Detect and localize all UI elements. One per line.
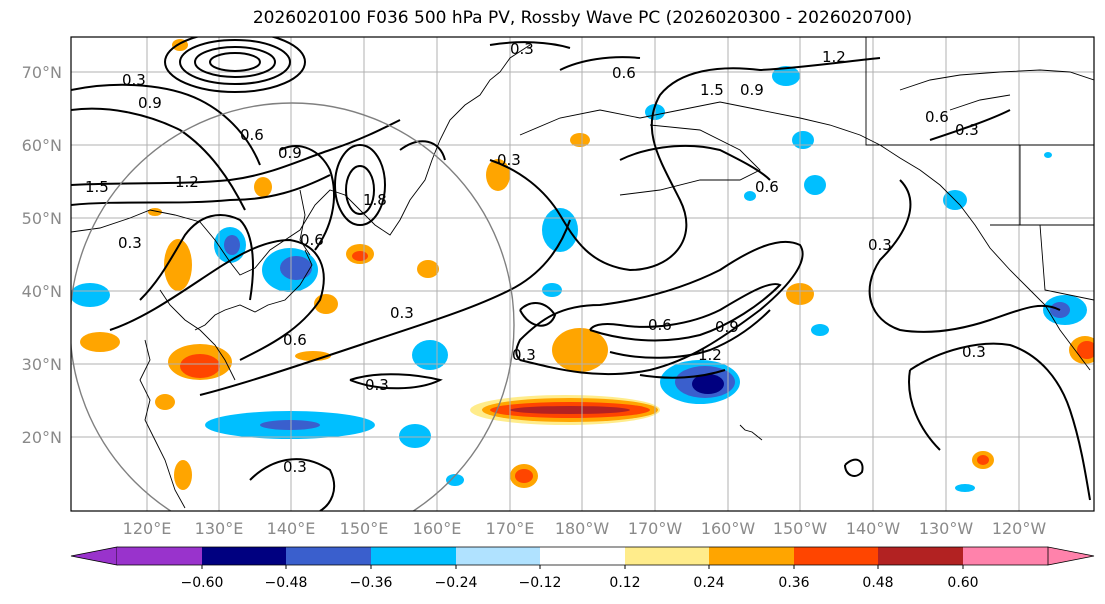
reference-circle: [71, 102, 515, 511]
contour-label: 0.9: [138, 94, 162, 112]
lon-label: 130°W: [919, 519, 974, 538]
lat-label: 50°N: [22, 209, 62, 228]
graticule: [71, 37, 1094, 511]
colorbar-tick-label: 0.36: [778, 575, 809, 591]
colorbar-tick-label: −0.12: [519, 575, 562, 591]
lon-label: 130°E: [195, 519, 244, 538]
lat-label: 60°N: [22, 136, 62, 155]
contour-label: 0.3: [283, 458, 307, 476]
contour-label: 0.3: [512, 346, 536, 364]
colorbar-segment: [963, 547, 1048, 565]
colorbar-segment: [70, 546, 118, 566]
lon-label: 160°W: [701, 519, 756, 538]
contour-label: 0.9: [715, 318, 739, 336]
contour-label: 0.3: [390, 304, 414, 322]
contour-label: 1.2: [822, 48, 846, 66]
contour-label: 0.6: [240, 126, 264, 144]
contour-label: 0.6: [755, 178, 779, 196]
lon-label: 180°W: [555, 519, 610, 538]
positive-anomaly-shading: [80, 39, 1094, 490]
colorbar-segment: [286, 547, 371, 565]
colorbar-segment: [794, 547, 878, 565]
contour-label: 0.6: [300, 231, 324, 249]
lat-label: 20°N: [22, 428, 62, 447]
contour-label: 1.2: [698, 346, 722, 364]
coastlines: [71, 37, 1094, 509]
contour-label: 0.9: [740, 81, 764, 99]
colorbar-segment: [456, 547, 540, 565]
contour-label: 0.6: [648, 316, 672, 334]
lat-label: 40°N: [22, 282, 62, 301]
map-title: 2026020100 F036 500 hPa PV, Rossby Wave …: [252, 8, 913, 28]
colorbar-segment: [878, 547, 963, 565]
contour-label: 0.3: [510, 40, 534, 58]
colorbar-tick-label: −0.36: [350, 575, 393, 591]
colorbar-segment: [371, 547, 456, 565]
colorbar-segment: [202, 547, 286, 565]
contour-label: 0.6: [612, 64, 636, 82]
colorbar: −0.60 −0.48 −0.36 −0.24 −0.12 0.12 0.24 …: [70, 546, 1095, 591]
contour-label: 0.6: [283, 331, 307, 349]
lat-label: 30°N: [22, 355, 62, 374]
lon-label: 120°W: [992, 519, 1047, 538]
colorbar-tick-label: −0.24: [435, 575, 478, 591]
lon-label: 170°W: [628, 519, 683, 538]
contour-label: 0.3: [962, 343, 986, 361]
colorbar-segment: [709, 547, 794, 565]
lon-label: 120°E: [123, 519, 172, 538]
colorbar-tick-label: 0.12: [609, 575, 640, 591]
contour-label: 1.8: [363, 191, 387, 209]
colorbar-tick-label: 0.60: [947, 575, 978, 591]
contour-label: 0.3: [118, 234, 142, 252]
map-frame: [70, 36, 1095, 512]
lon-label: 140°E: [267, 519, 316, 538]
contour-label: 0.9: [278, 144, 302, 162]
colorbar-tick-label: −0.60: [181, 575, 224, 591]
longitude-labels: 120°E 130°E 140°E 150°E 160°E 170°E 180°…: [123, 519, 1047, 538]
colorbar-tick-label: −0.48: [265, 575, 308, 591]
contour-label: 0.3: [868, 236, 892, 254]
lon-label: 150°E: [340, 519, 389, 538]
contour-label: 1.2: [175, 173, 199, 191]
contour-label: 0.3: [955, 121, 979, 139]
pv-contours: [71, 37, 1091, 511]
contour-label: 0.3: [497, 151, 521, 169]
contour-label: 1.5: [700, 81, 724, 99]
lon-label: 140°W: [846, 519, 901, 538]
colorbar-tick-label: 0.24: [693, 575, 724, 591]
contour-label: 0.3: [365, 376, 389, 394]
lon-label: 160°E: [413, 519, 462, 538]
contour-label: 1.5: [85, 178, 109, 196]
lon-label: 150°W: [773, 519, 828, 538]
contour-label: 0.3: [122, 71, 146, 89]
colorbar-segment: [540, 547, 625, 565]
lon-label: 170°E: [486, 519, 535, 538]
colorbar-segment: [1047, 546, 1095, 566]
colorbar-tick-label: 0.48: [862, 575, 893, 591]
contour-label-group: 0.3 0.3 0.3 0.3 0.3 0.3 0.3 0.3 0.3 0.3 …: [85, 40, 986, 476]
lat-label: 70°N: [22, 63, 62, 82]
contour-label: 0.6: [925, 108, 949, 126]
latitude-labels: 70°N 60°N 50°N 40°N 30°N 20°N: [22, 63, 62, 447]
colorbar-segment: [625, 547, 709, 565]
colorbar-segment: [117, 547, 202, 565]
